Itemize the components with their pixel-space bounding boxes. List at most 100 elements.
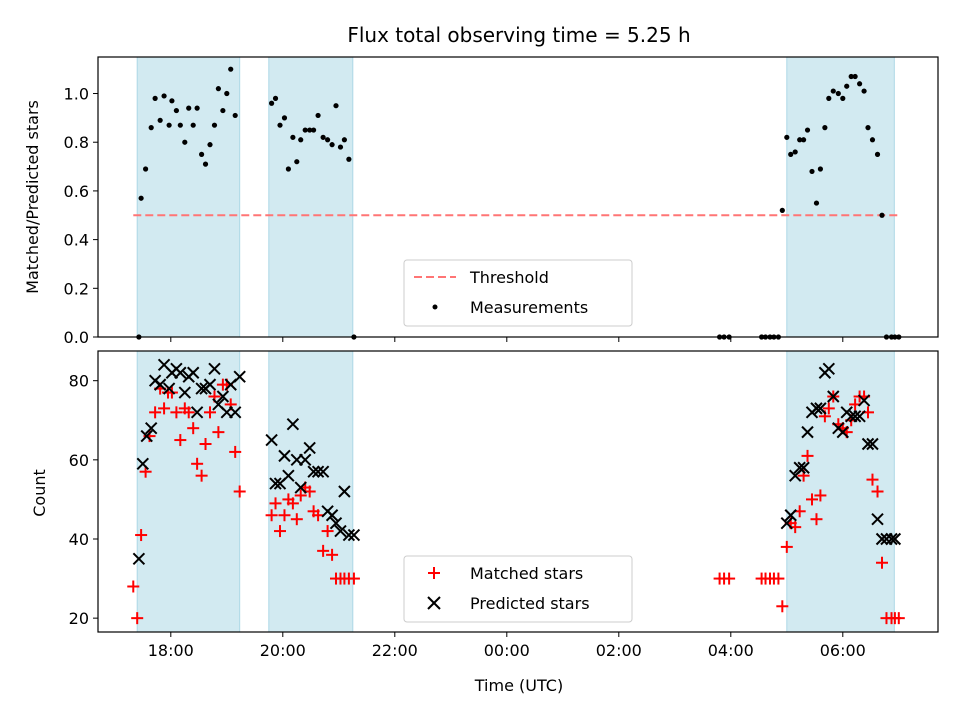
predicted-star-point (836, 425, 850, 439)
matched-star-point (876, 556, 888, 569)
bottom-panel: 20 40 60 80 18:00 20:00 22:00 00:00 02:00 04:00 06… (30, 350, 939, 695)
top-ylabel: Matched/Predicted stars (23, 100, 42, 294)
measurement-point (865, 125, 871, 131)
predicted-star-point (174, 366, 187, 379)
matched-star-point (131, 612, 144, 625)
predicted-star-point (885, 532, 898, 546)
measurement-point (285, 166, 291, 172)
measurement-point (177, 122, 183, 128)
measurement-point (220, 107, 226, 114)
measurement-point (307, 127, 313, 133)
bottom-legend: Matched stars Predicted stars (403, 555, 633, 623)
predicted-star-point (203, 378, 217, 391)
top-legend: Threshold Measurements (403, 259, 633, 327)
predicted-star-point (265, 433, 278, 447)
predicted-star-point (286, 418, 300, 431)
measurement-point (207, 142, 213, 148)
bottom-xtick-label: 06:00 (820, 641, 866, 660)
matched-star-point (866, 473, 879, 486)
measurement-point (186, 105, 192, 111)
legend-measurements-label: Measurements (470, 298, 588, 317)
legend-predicted-label: Predicted stars (470, 594, 590, 613)
measurement-point (277, 122, 283, 128)
bottom-xlabel: Time (UTC) (474, 676, 563, 695)
measurement-point (143, 166, 149, 172)
predicted-star-point (228, 406, 242, 419)
measurement-point (804, 127, 811, 133)
matched-star-point (233, 485, 246, 498)
predicted-star-point (888, 532, 902, 546)
matched-star-point (801, 449, 814, 462)
bottom-ylabel: Count (30, 469, 49, 517)
legend-matched-label: Matched stars (470, 564, 583, 583)
measurement-point (199, 151, 205, 157)
measurement-point (302, 127, 308, 133)
predicted-star-point (298, 453, 312, 467)
predicted-star-point (814, 402, 827, 415)
measurement-point (874, 151, 881, 157)
matched-star-point (312, 509, 325, 522)
predicted-star-point (801, 425, 814, 439)
predicted-star-point (797, 461, 810, 474)
matched-star-point (195, 469, 208, 482)
predicted-star-point (780, 516, 794, 530)
predicted-star-point (848, 410, 862, 423)
legend-matched-swatch (428, 567, 440, 579)
measurement-point (202, 161, 209, 167)
predicted-star-point (316, 465, 330, 478)
predicted-star-point (338, 485, 351, 498)
legend-threshold-label: Threshold (469, 268, 549, 287)
top-axis-ticks: 0.0 0.2 0.4 0.6 0.8 1.0 (64, 85, 844, 347)
matched-star-point (780, 540, 793, 553)
measurement-point (333, 103, 339, 109)
top-ytick-label: 0.6 (64, 182, 89, 201)
top-ytick-label: 0.2 (64, 279, 89, 298)
matched-star-point (149, 406, 162, 419)
measurement-point (779, 207, 785, 213)
measurement-point (269, 100, 275, 106)
matched-star-point (814, 489, 827, 502)
bottom-ytick-label: 80 (69, 372, 89, 391)
matched-star-point (135, 529, 148, 542)
bottom-axis-ticks: 20 40 60 80 18:00 20:00 22:00 00:00 02:00 04:00 06… (69, 372, 866, 660)
bottom-xtick-label: 22:00 (372, 641, 418, 660)
measurement-point (320, 134, 326, 140)
matched-star-point (317, 544, 330, 557)
bottom-xtick-label: 00:00 (484, 641, 530, 660)
predicted-star-point (278, 449, 291, 463)
top-legend-box (403, 259, 633, 327)
measurement-point (294, 159, 300, 165)
top-panel: 0.0 0.2 0.4 0.6 0.8 1.0 Matched/Predicted sta… (23, 56, 939, 347)
top-ytick-label: 0.0 (64, 328, 89, 347)
legend-predicted-swatch (427, 596, 441, 610)
matched-star-point (822, 402, 835, 415)
measurement-point (157, 117, 163, 123)
measurement-point (857, 81, 863, 87)
predicted-star-point (136, 457, 150, 471)
matched-star-point (229, 445, 242, 458)
predicted-stars-points (132, 358, 902, 565)
measurement-point (341, 137, 347, 143)
measurement-point (822, 125, 828, 131)
predicted-star-point (282, 469, 295, 482)
measurement-point (861, 88, 867, 94)
matched-star-point (204, 406, 216, 419)
measurement-point (346, 156, 352, 162)
predicted-star-point (827, 390, 840, 403)
predicted-star-point (233, 370, 246, 383)
predicted-star-point (853, 410, 866, 423)
measurement-point (826, 95, 832, 101)
matched-star-point (286, 497, 299, 510)
measurement-point (148, 125, 154, 131)
measurement-point (272, 95, 279, 101)
matched-star-point (326, 548, 339, 561)
predicted-star-point (269, 477, 282, 490)
measurement-point (879, 212, 885, 218)
matched-star-point (170, 406, 183, 419)
top-ytick-label: 1.0 (64, 85, 89, 104)
predicted-star-point (875, 532, 889, 546)
measurement-point (161, 93, 167, 99)
predicted-star-point (342, 528, 356, 542)
predicted-star-point (325, 509, 339, 522)
measurement-point (169, 98, 175, 104)
